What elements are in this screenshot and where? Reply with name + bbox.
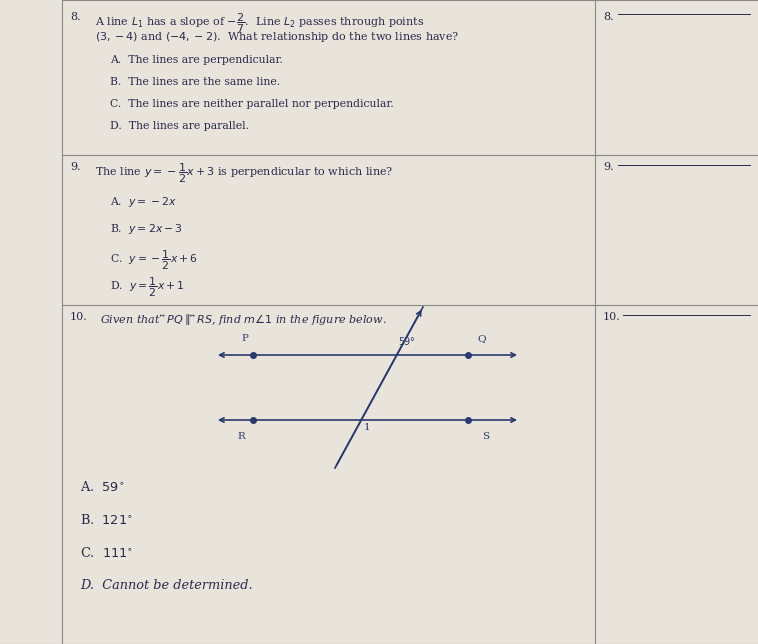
Text: B.  The lines are the same line.: B. The lines are the same line.	[110, 77, 280, 87]
Text: C.  The lines are neither parallel nor perpendicular.: C. The lines are neither parallel nor pe…	[110, 99, 393, 109]
Text: A line $L_1$ has a slope of $-\dfrac{2}{7}$.  Line $L_2$ passes through points: A line $L_1$ has a slope of $-\dfrac{2}{…	[95, 12, 424, 35]
Text: 1: 1	[364, 423, 371, 432]
Text: C.  $111^{\circ}$: C. $111^{\circ}$	[80, 546, 133, 560]
Text: S: S	[482, 432, 490, 441]
Text: A.  The lines are perpendicular.: A. The lines are perpendicular.	[110, 55, 283, 65]
Text: A.  $y = -2x$: A. $y = -2x$	[110, 195, 177, 209]
Text: $(3, -4)$ and $(-4, -2)$.  What relationship do the two lines have?: $(3, -4)$ and $(-4, -2)$. What relations…	[95, 30, 459, 44]
Text: R: R	[237, 432, 245, 441]
Text: 10.: 10.	[70, 312, 88, 322]
Text: The line $y = -\dfrac{1}{2}x + 3$ is perpendicular to which line?: The line $y = -\dfrac{1}{2}x + 3$ is per…	[95, 162, 393, 185]
Text: $59°$: $59°$	[398, 335, 416, 347]
Text: A.  $59^{\circ}$: A. $59^{\circ}$	[80, 480, 124, 494]
Text: 8.: 8.	[70, 12, 80, 22]
Text: D.  The lines are parallel.: D. The lines are parallel.	[110, 121, 249, 131]
Text: D.  Cannot be determined.: D. Cannot be determined.	[80, 579, 252, 592]
Text: P: P	[242, 334, 249, 343]
Text: B.  $121^{\circ}$: B. $121^{\circ}$	[80, 513, 133, 527]
Text: D.  $y = \dfrac{1}{2}x + 1$: D. $y = \dfrac{1}{2}x + 1$	[110, 276, 185, 299]
Text: Given that $\overleftrightarrow{PQ} \parallel \overleftrightarrow{RS}$, find $m\: Given that $\overleftrightarrow{PQ} \par…	[100, 312, 387, 327]
Text: C.  $y = -\dfrac{1}{2}x + 6$: C. $y = -\dfrac{1}{2}x + 6$	[110, 249, 198, 272]
Text: 8.: 8.	[603, 12, 614, 22]
Text: 9.: 9.	[70, 162, 80, 172]
Text: 9.: 9.	[603, 162, 614, 172]
Text: 10.: 10.	[603, 312, 621, 322]
Text: Q: Q	[478, 334, 487, 343]
Text: B.  $y = 2x - 3$: B. $y = 2x - 3$	[110, 222, 183, 236]
